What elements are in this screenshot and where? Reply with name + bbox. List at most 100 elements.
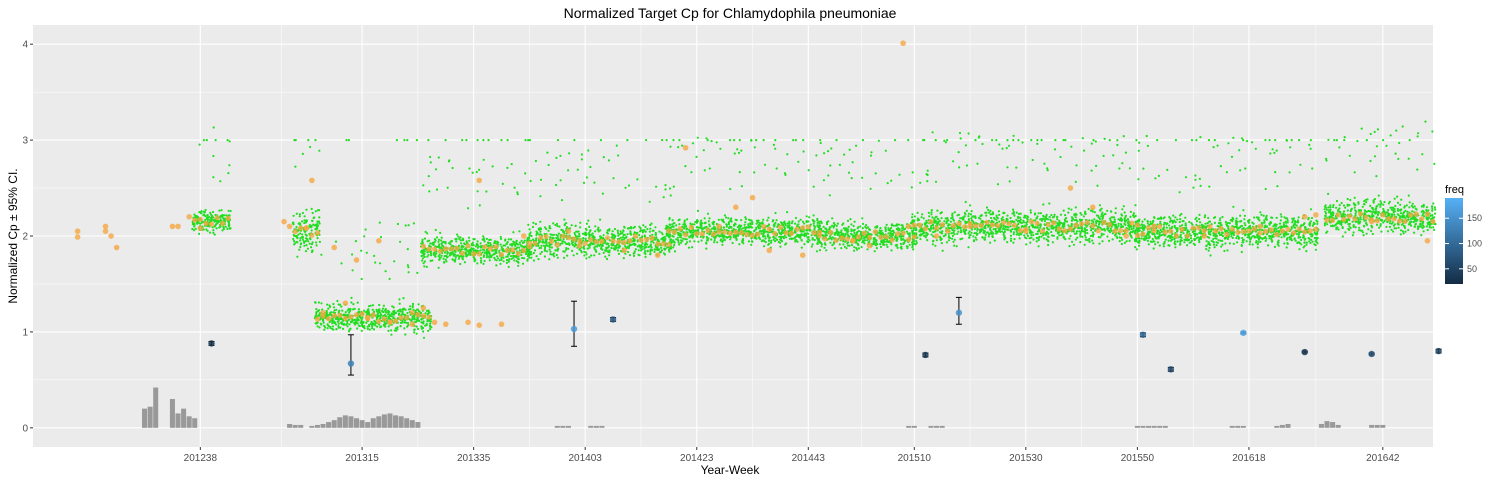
green-point: [774, 237, 777, 240]
green-point: [296, 255, 299, 258]
green-point: [619, 230, 622, 233]
green-point: [406, 325, 409, 328]
green-point: [359, 321, 362, 324]
green-point: [1102, 228, 1105, 231]
green-point: [812, 185, 815, 188]
green-point: [340, 321, 343, 324]
green-point: [435, 236, 439, 239]
frequency-bar: [588, 425, 594, 428]
green-point: [853, 231, 856, 235]
green-point: [689, 222, 692, 225]
green-point: [719, 147, 722, 150]
green-point: [476, 190, 479, 193]
green-point: [212, 126, 215, 129]
green-point: [318, 240, 321, 243]
green-point: [315, 311, 318, 314]
green-point: [378, 221, 381, 224]
green-point: [502, 260, 505, 263]
green-point: [535, 255, 538, 258]
green-point: [829, 241, 832, 244]
green-point: [1057, 224, 1060, 227]
green-point: [1006, 228, 1009, 231]
green-point: [315, 308, 318, 311]
green-point: [894, 139, 897, 142]
green-point: [927, 211, 930, 214]
green-point: [437, 240, 440, 243]
green-point: [465, 255, 468, 258]
green-point: [582, 239, 585, 242]
green-point: [545, 250, 549, 253]
green-point: [414, 320, 417, 323]
green-point: [542, 244, 546, 247]
green-point: [388, 277, 391, 280]
green-point: [310, 250, 314, 254]
green-point: [527, 139, 530, 142]
green-point: [1048, 202, 1051, 205]
green-point: [923, 231, 926, 234]
green-point: [1083, 149, 1086, 152]
green-point: [513, 243, 516, 246]
green-point: [1120, 213, 1123, 216]
green-point: [751, 221, 754, 224]
frequency-bar: [1235, 425, 1241, 428]
green-point: [434, 255, 437, 258]
green-point: [710, 140, 713, 143]
green-point: [591, 232, 594, 235]
frequency-bar: [181, 408, 187, 428]
green-point: [392, 313, 395, 316]
green-point: [373, 254, 376, 257]
green-point: [424, 230, 427, 233]
green-point: [223, 214, 226, 217]
green-point: [672, 222, 675, 225]
green-point: [315, 241, 318, 244]
green-point: [1083, 243, 1086, 246]
green-point: [934, 219, 937, 222]
green-point: [704, 221, 707, 224]
frequency-bar: [1151, 425, 1157, 428]
green-point: [697, 240, 700, 243]
green-point: [947, 235, 951, 238]
green-point: [379, 326, 382, 329]
green-point: [301, 211, 304, 215]
green-point: [334, 240, 338, 243]
green-point: [427, 309, 430, 312]
green-point: [425, 309, 428, 312]
green-point: [423, 260, 426, 263]
green-point: [691, 142, 695, 145]
green-point: [1033, 213, 1037, 216]
green-point: [1092, 220, 1095, 223]
green-point: [600, 247, 603, 250]
green-point: [825, 230, 828, 234]
green-point: [721, 240, 724, 243]
green-point: [1114, 211, 1117, 215]
green-point: [657, 248, 660, 251]
green-point: [767, 216, 770, 219]
green-point: [449, 243, 452, 246]
green-point: [959, 227, 962, 230]
green-point: [733, 234, 736, 237]
green-point: [317, 224, 320, 227]
green-point: [425, 323, 428, 327]
green-point: [315, 227, 318, 230]
green-point: [1089, 209, 1092, 212]
green-point: [799, 218, 802, 221]
green-point: [586, 247, 589, 250]
green-point: [1035, 232, 1038, 236]
green-point: [1069, 234, 1072, 238]
green-point: [802, 139, 805, 142]
green-point: [969, 204, 972, 207]
green-point: [443, 255, 446, 258]
frequency-bar: [353, 418, 360, 428]
green-point: [544, 246, 547, 249]
green-point: [358, 324, 361, 328]
green-point: [1113, 218, 1116, 221]
green-point: [934, 139, 937, 142]
green-point: [614, 248, 617, 251]
green-point: [934, 215, 938, 218]
green-point: [379, 262, 382, 265]
green-point: [641, 248, 644, 251]
green-point: [1056, 237, 1059, 240]
green-point: [208, 219, 211, 222]
green-point: [774, 147, 777, 150]
green-point: [296, 237, 299, 240]
